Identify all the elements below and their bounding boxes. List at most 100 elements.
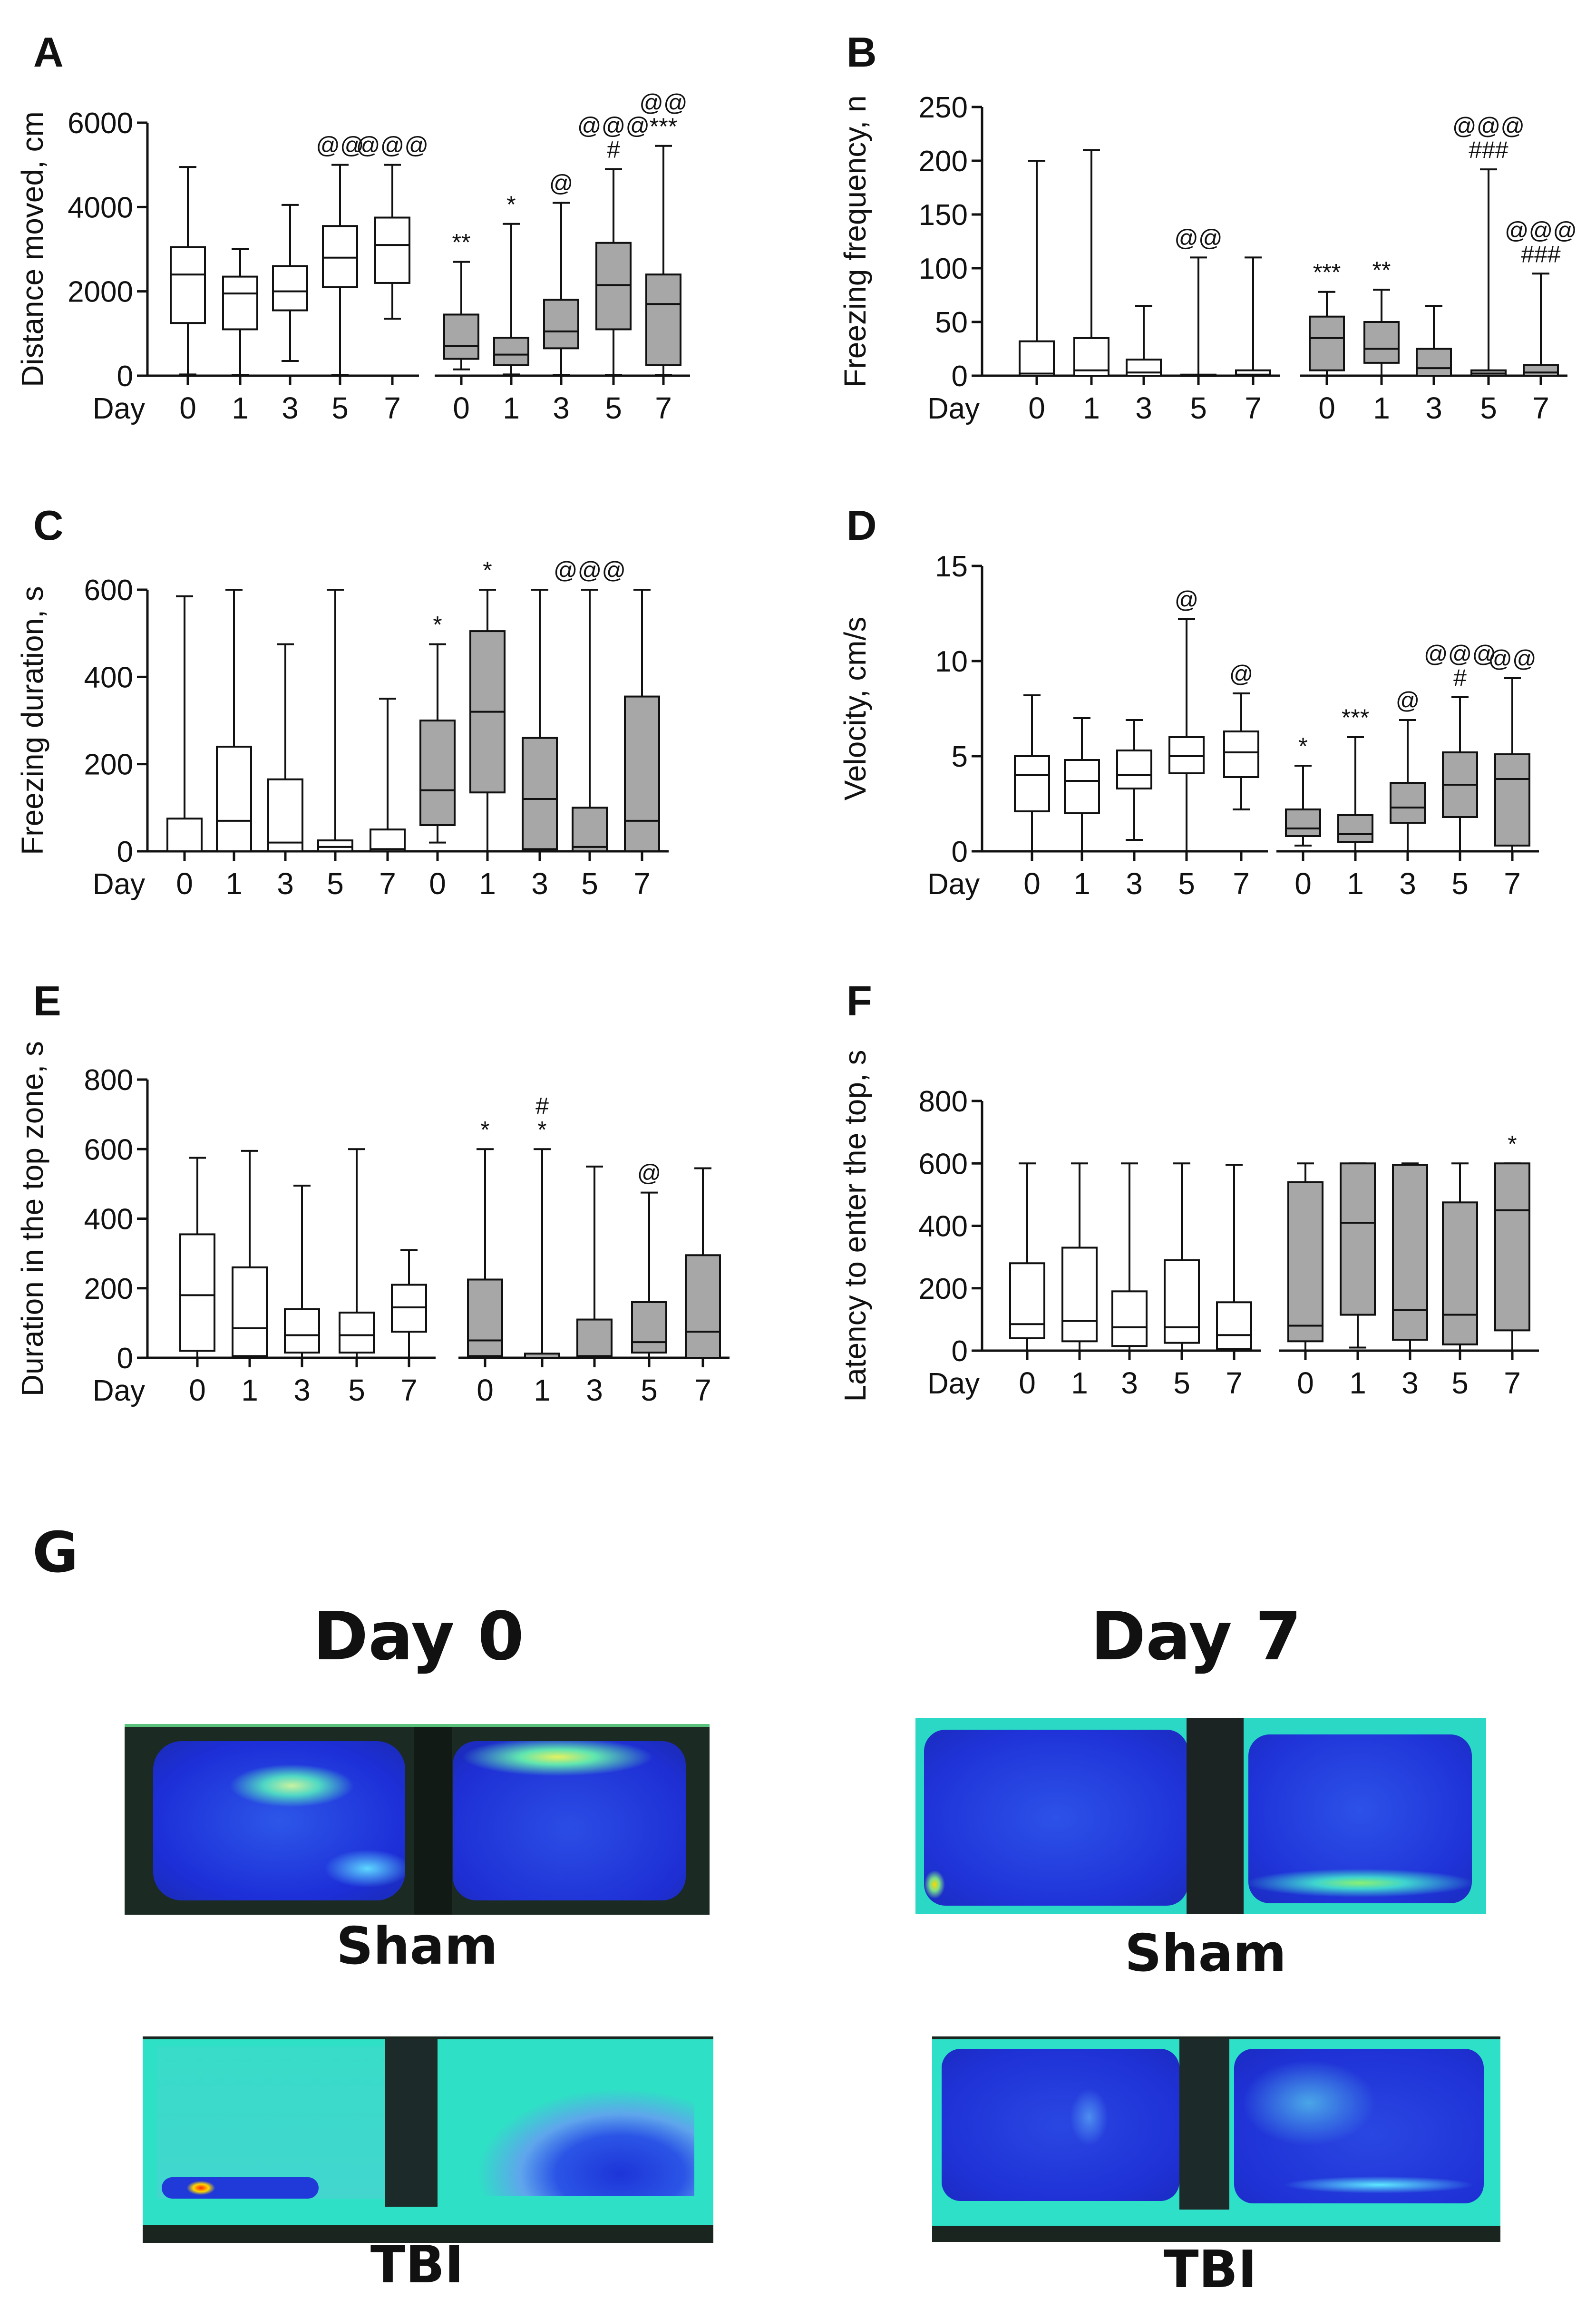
x-tick-label: 3 bbox=[531, 867, 548, 901]
significance-mark: @@@ bbox=[356, 132, 428, 159]
x-tick-label: 3 bbox=[277, 867, 294, 901]
box-sham bbox=[166, 818, 203, 852]
significance-mark: *** bbox=[1313, 259, 1341, 286]
panel-letter-e: E bbox=[33, 977, 61, 1024]
box-sham bbox=[284, 1308, 320, 1354]
box-sham bbox=[179, 1233, 215, 1352]
y-tick-label: 200 bbox=[84, 749, 133, 781]
y-tick-label: 400 bbox=[84, 661, 133, 694]
box-tbi bbox=[576, 1318, 613, 1359]
box-sham bbox=[339, 1311, 375, 1354]
box-sham bbox=[374, 216, 410, 284]
x-tick-label: 5 bbox=[641, 1373, 658, 1407]
x-tick-label: 1 bbox=[479, 867, 496, 901]
y-tick-label: 800 bbox=[84, 1064, 133, 1097]
significance-mark: # bbox=[535, 1092, 549, 1119]
x-tick-label: 0 bbox=[176, 867, 193, 901]
significance-mark: * bbox=[483, 557, 492, 584]
x-tick-label: 0 bbox=[477, 1373, 494, 1407]
significance-mark: * bbox=[433, 612, 442, 638]
box-sham bbox=[1116, 750, 1152, 789]
x-tick-label: 3 bbox=[553, 391, 570, 425]
x-tick-label: 7 bbox=[1504, 867, 1521, 901]
significance-mark: * bbox=[537, 1116, 546, 1143]
x-axis-title: Day bbox=[93, 392, 145, 425]
y-axis-title: Distance moved, cm bbox=[15, 111, 49, 387]
panel-letter-b: B bbox=[847, 29, 877, 76]
x-tick-label: 5 bbox=[1178, 867, 1195, 901]
y-tick-label: 800 bbox=[919, 1085, 968, 1118]
box-sham bbox=[1014, 755, 1050, 812]
box-tbi bbox=[1337, 814, 1373, 843]
heatmap-day7-sham bbox=[915, 1718, 1486, 1914]
x-tick-label: 0 bbox=[453, 391, 470, 425]
y-tick-label: 400 bbox=[919, 1210, 968, 1243]
x-tick-label: 1 bbox=[1073, 867, 1090, 901]
box-tbi bbox=[685, 1254, 721, 1359]
x-tick-label: 7 bbox=[1226, 1366, 1243, 1400]
box-sham bbox=[322, 225, 358, 288]
box-sham bbox=[1235, 369, 1271, 377]
x-tick-label: 1 bbox=[1071, 1366, 1088, 1400]
x-tick-label: 0 bbox=[179, 391, 196, 425]
significance-mark: @@ bbox=[639, 89, 688, 116]
box-tbi bbox=[1442, 1201, 1478, 1345]
heatmap-day0-tbi bbox=[143, 2036, 713, 2243]
box-tbi bbox=[1416, 348, 1452, 377]
box-tbi bbox=[419, 720, 456, 826]
day0-tbi-label: TBI bbox=[370, 2235, 464, 2295]
y-tick-label: 100 bbox=[919, 253, 968, 285]
box-sham bbox=[1061, 1247, 1098, 1343]
box-tbi bbox=[1340, 1162, 1376, 1316]
box-tbi bbox=[631, 1301, 667, 1354]
significance-mark: @ bbox=[637, 1160, 662, 1187]
significance-mark: * bbox=[506, 191, 516, 218]
x-tick-label: 5 bbox=[605, 391, 622, 425]
significance-mark: @@ bbox=[1488, 645, 1537, 672]
y-tick-label: 5 bbox=[952, 740, 968, 773]
box-tbi bbox=[1494, 753, 1530, 847]
x-tick-label: 5 bbox=[331, 391, 349, 425]
x-tick-label: 7 bbox=[379, 867, 396, 901]
chart-panel-e: E 0 200 400 600 800 Duration in the top zone, … bbox=[15, 977, 730, 1407]
x-tick-label: 1 bbox=[534, 1373, 551, 1407]
x-tick-label: 3 bbox=[1121, 1366, 1138, 1400]
panel-letter-c: C bbox=[33, 502, 64, 549]
y-tick-label: 150 bbox=[919, 199, 968, 232]
day0-title: Day 0 bbox=[313, 1598, 524, 1675]
box-sham bbox=[1216, 1301, 1252, 1350]
day0-sham-label: Sham bbox=[336, 1917, 498, 1976]
box-sham bbox=[1009, 1262, 1045, 1339]
x-tick-label: 7 bbox=[1532, 391, 1549, 425]
x-axis-title: Day bbox=[93, 1374, 145, 1407]
y-tick-label: 4000 bbox=[68, 191, 133, 224]
significance-mark: * bbox=[480, 1116, 489, 1143]
x-tick-label: 7 bbox=[400, 1373, 418, 1407]
panel-letter-f: F bbox=[847, 977, 872, 1024]
box-sham bbox=[317, 839, 353, 853]
x-tick-label: 5 bbox=[1480, 391, 1497, 425]
y-tick-label: 600 bbox=[919, 1148, 968, 1180]
day7-title: Day 7 bbox=[1090, 1598, 1302, 1675]
x-tick-label: 3 bbox=[1126, 867, 1143, 901]
y-tick-label: 0 bbox=[117, 360, 133, 393]
significance-mark: ** bbox=[1372, 257, 1391, 283]
y-tick-label: 0 bbox=[117, 836, 133, 868]
panel-letter-g: G bbox=[32, 1519, 78, 1585]
x-tick-label: 0 bbox=[189, 1373, 206, 1407]
y-tick-label: 0 bbox=[952, 1335, 968, 1368]
box-tbi bbox=[595, 242, 632, 331]
box-sham bbox=[222, 275, 258, 331]
y-tick-label: 200 bbox=[919, 145, 968, 178]
box-sham bbox=[1064, 759, 1100, 814]
x-tick-label: 3 bbox=[1135, 391, 1152, 425]
box-sham bbox=[1019, 340, 1055, 377]
x-tick-label: 5 bbox=[1451, 1366, 1469, 1400]
y-axis-title: Latency to enter the top, s bbox=[838, 1050, 872, 1402]
y-axis-title: Velocity, cm/s bbox=[838, 617, 872, 800]
panel-letter-d: D bbox=[847, 502, 877, 549]
significance-mark: * bbox=[1298, 733, 1307, 760]
y-tick-label: 600 bbox=[84, 574, 133, 607]
